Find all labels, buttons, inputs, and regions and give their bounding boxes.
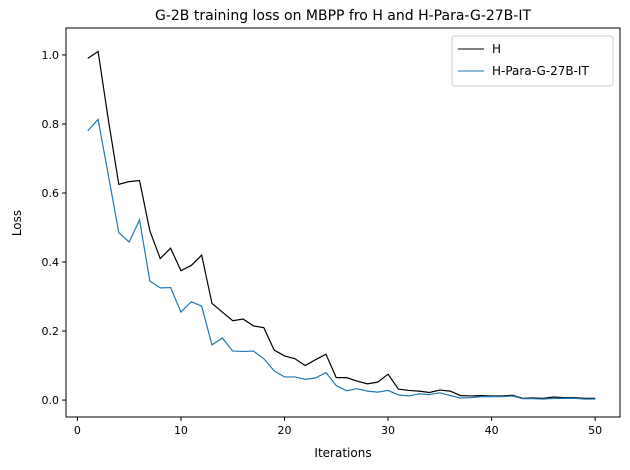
y-tick-label: 0.2 — [42, 325, 60, 338]
x-tick-label: 20 — [277, 424, 291, 437]
x-tick-label: 40 — [485, 424, 499, 437]
legend-label-h: H — [492, 42, 501, 56]
y-tick-label: 0.8 — [42, 118, 60, 131]
y-tick-label: 0.4 — [42, 256, 60, 269]
chart-title: G-2B training loss on MBPP fro H and H-P… — [155, 8, 531, 24]
plot-frame — [65, 27, 621, 418]
x-tick-label: 10 — [174, 424, 188, 437]
legend-label-h-para: H-Para-G-27B-IT — [492, 64, 589, 78]
x-tick-label: 0 — [74, 424, 81, 437]
series-line-h — [87, 50, 596, 399]
legend-box — [451, 35, 614, 87]
y-axis-label: Loss — [10, 210, 24, 236]
y-tick-label: 1.0 — [42, 49, 60, 62]
y-tick-label: 0.0 — [42, 394, 60, 407]
x-tick-label: 30 — [381, 424, 395, 437]
x-tick-label: 50 — [588, 424, 602, 437]
legend: H H-Para-G-27B-IT — [451, 35, 614, 87]
x-axis-label: Iterations — [314, 446, 371, 460]
series-line-h-para-g-27b-it — [87, 118, 596, 400]
y-tick-label: 0.6 — [42, 187, 60, 200]
